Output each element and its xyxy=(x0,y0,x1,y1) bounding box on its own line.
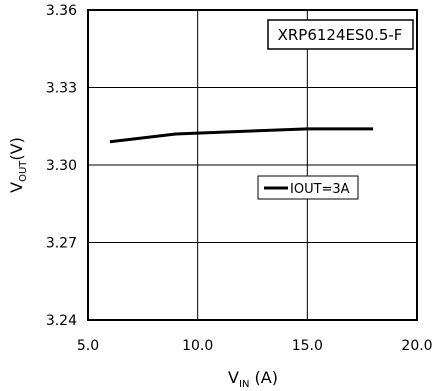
series-layer xyxy=(109,127,374,144)
legend: IOUT=3A xyxy=(257,175,359,200)
y-tick-label: 3.36 xyxy=(46,3,77,19)
y-tick-label: 3.30 xyxy=(46,158,77,174)
legend-box xyxy=(257,175,359,200)
grid xyxy=(88,10,417,320)
x-tick-label: 5.0 xyxy=(77,338,99,354)
series-line xyxy=(109,127,374,144)
x-tick-labels: 5.0 10.0 15.0 20.0 xyxy=(77,338,433,354)
y-tick-label: 3.33 xyxy=(46,81,77,97)
y-tick-label: 3.27 xyxy=(46,236,77,252)
annotation-box xyxy=(267,19,414,50)
x-tick-label: 10.0 xyxy=(182,338,213,354)
legend-label: IOUT=3A xyxy=(290,182,350,197)
plot-frame xyxy=(87,9,418,321)
y-tick-labels: 3.24 3.27 3.30 3.33 3.36 xyxy=(46,3,77,329)
annotation-text: XRP6124ES0.5-F xyxy=(278,26,403,44)
x-tick-label: 15.0 xyxy=(292,338,323,354)
x-axis-label: VIN (A) xyxy=(228,368,278,390)
x-tick-label: 20.0 xyxy=(401,338,432,354)
y-axis-label: VOUT(V) xyxy=(7,137,29,193)
y-tick-label: 3.24 xyxy=(46,313,77,329)
